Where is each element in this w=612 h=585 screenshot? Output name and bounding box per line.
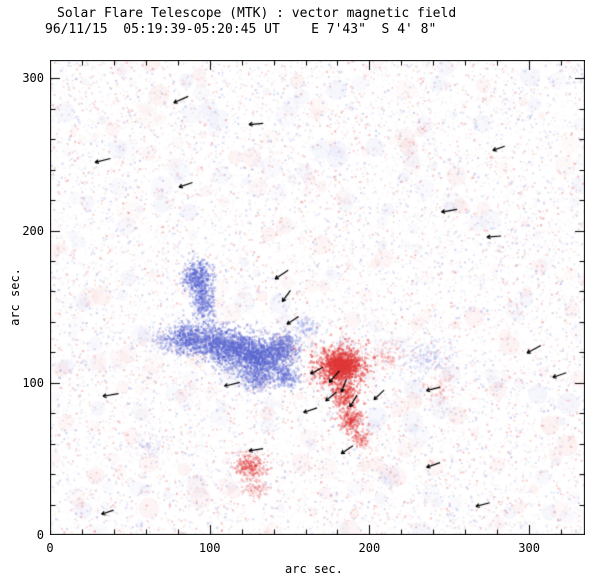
x-tick-label: 200 — [358, 541, 381, 555]
x-axis-label: arc sec. — [285, 562, 343, 576]
y-tick-label: 0 — [36, 528, 44, 542]
x-tick-label: 0 — [46, 541, 54, 555]
y-axis-label: arc sec. — [8, 268, 22, 326]
plot-area — [50, 60, 585, 535]
chart-subtitle: 96/11/15 05:19:39-05:20:45 UT E 7'43" S … — [45, 22, 437, 37]
chart-title: Solar Flare Telescope (MTK) : vector mag… — [57, 6, 457, 21]
y-tick-label: 300 — [22, 71, 44, 86]
magnetogram-canvas — [50, 60, 585, 535]
y-tick-label: 100 — [22, 375, 44, 390]
x-tick-label: 300 — [518, 541, 540, 555]
x-tick-label: 100 — [198, 541, 221, 555]
y-tick-label: 200 — [22, 223, 44, 238]
